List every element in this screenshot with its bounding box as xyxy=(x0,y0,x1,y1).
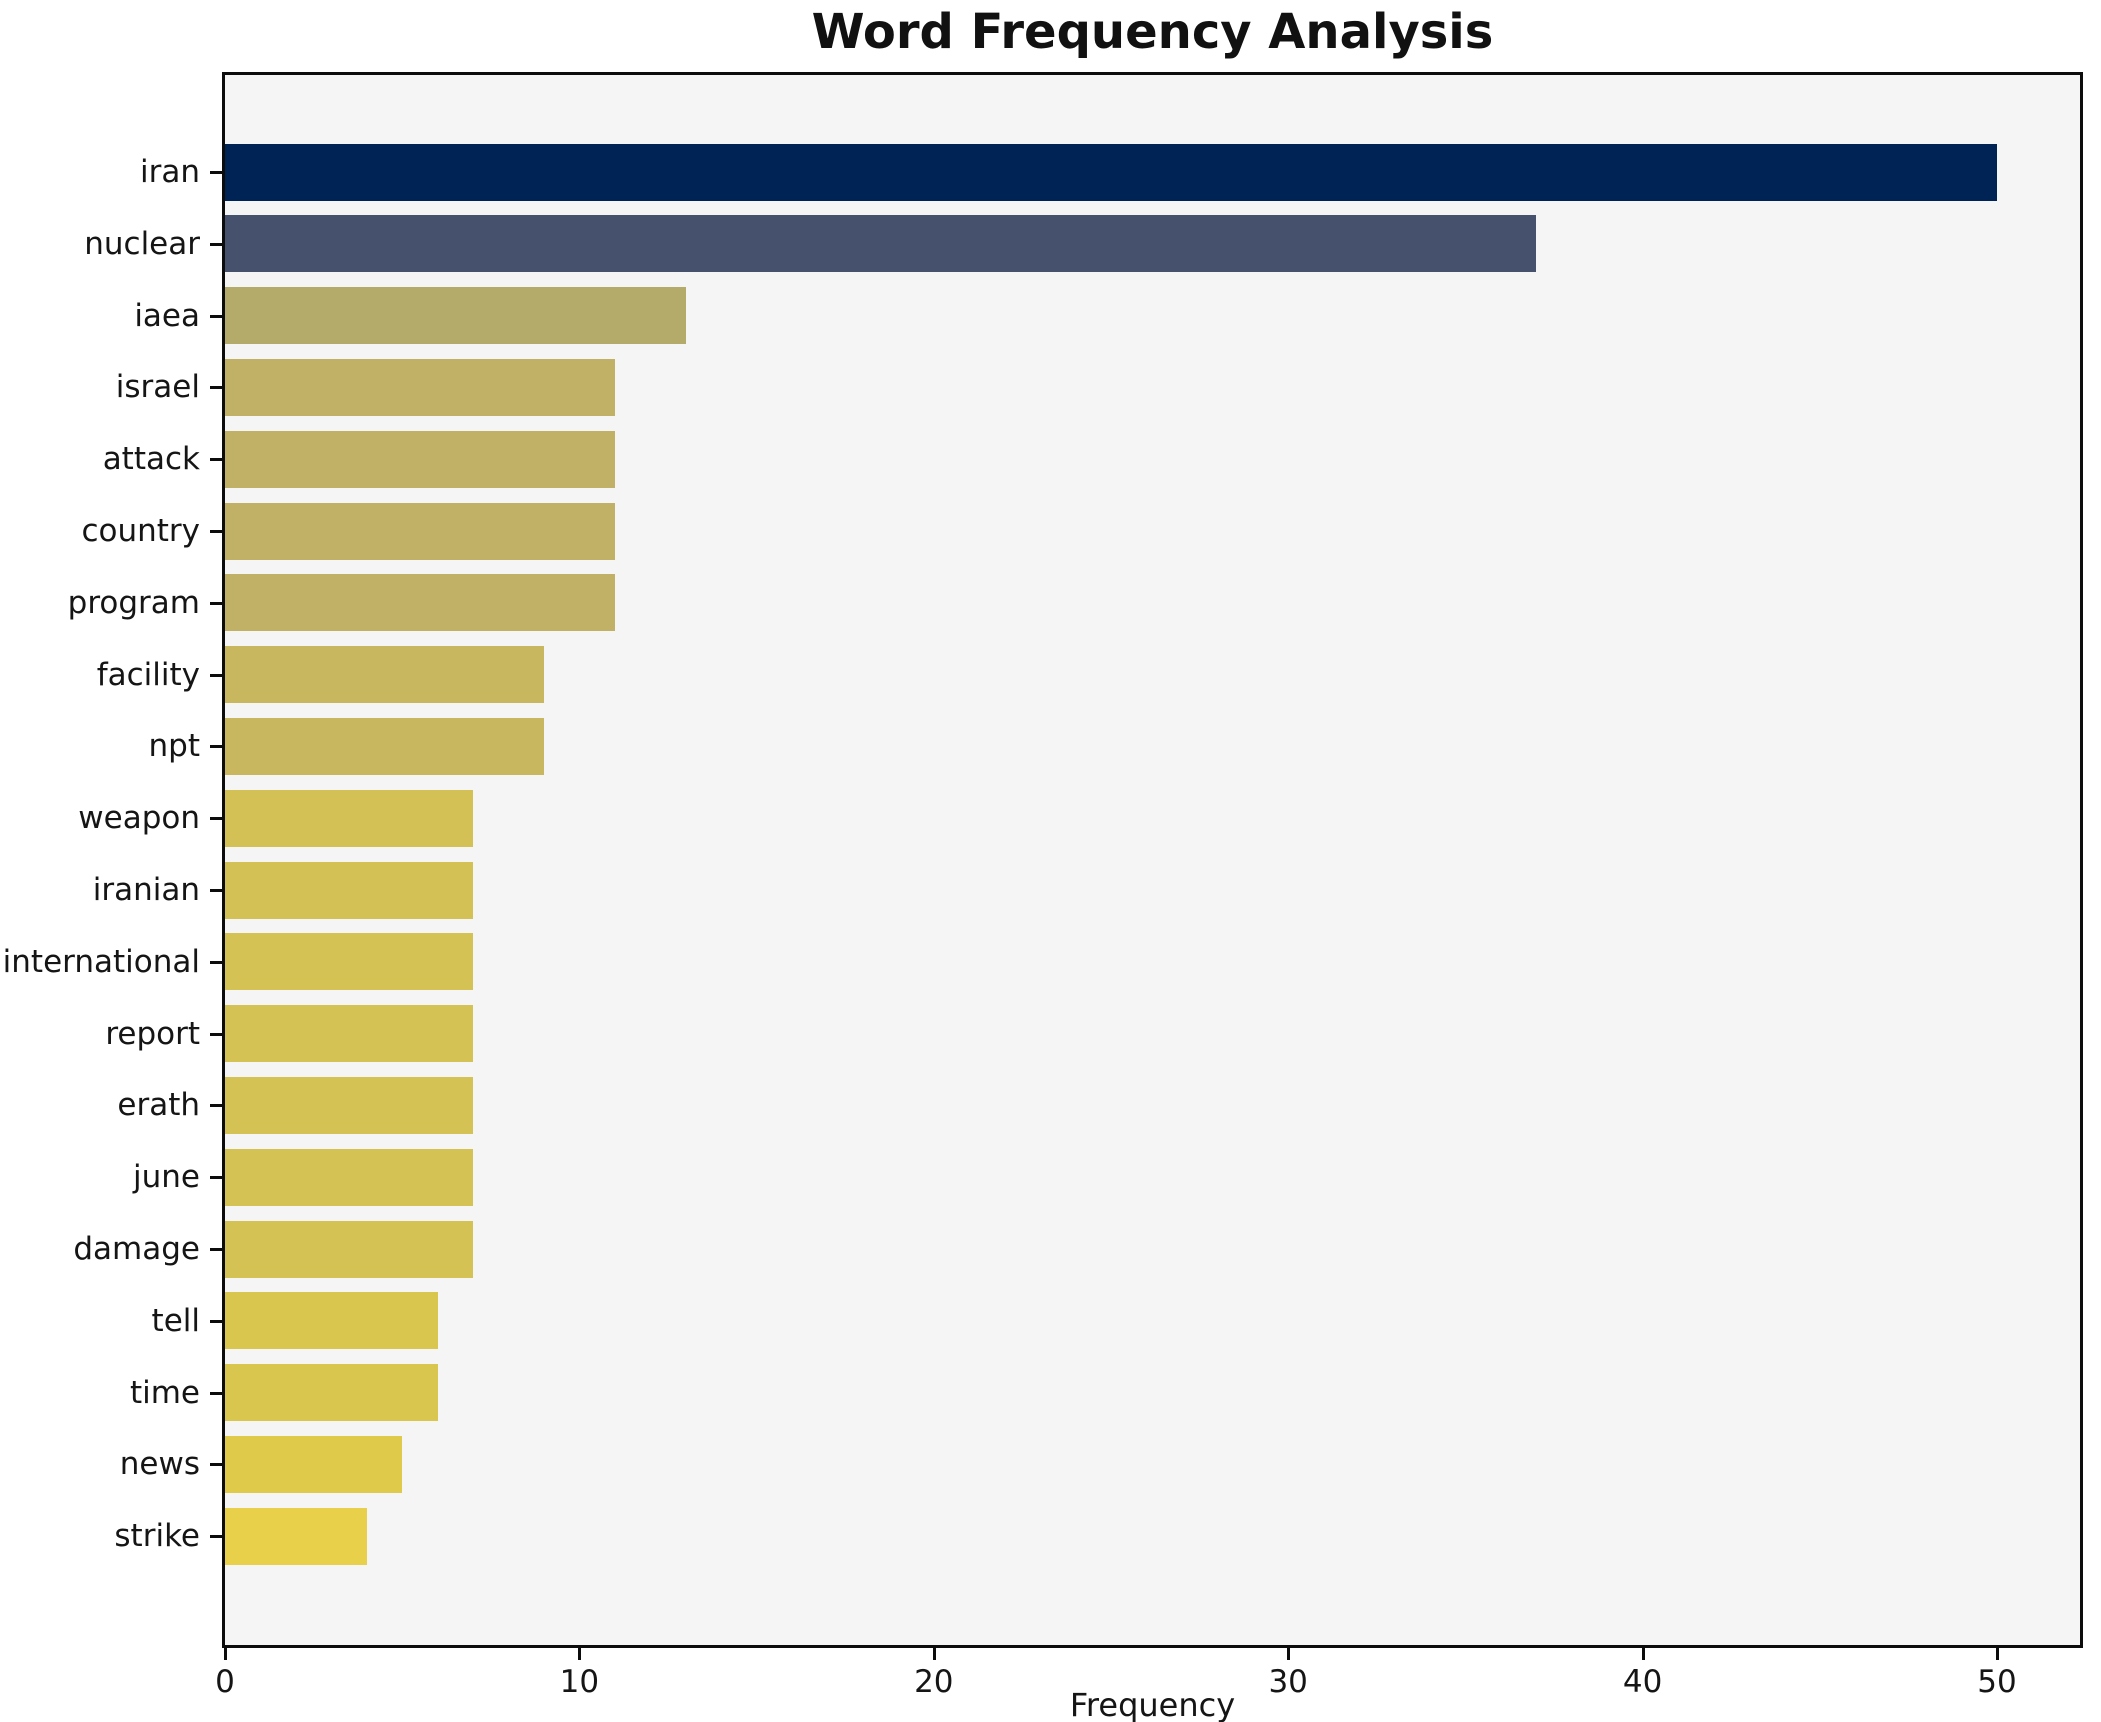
xtick-label-40: 40 xyxy=(1622,1664,1663,1700)
ytick-label-tell: tell xyxy=(151,1302,200,1339)
chart-title: Word Frequency Analysis xyxy=(811,4,1494,60)
xtick-mark-10 xyxy=(578,1648,582,1660)
x-axis-label: Frequency xyxy=(1069,1686,1236,1722)
ytick-label-npt: npt xyxy=(148,728,200,765)
ytick-mark-facility xyxy=(210,673,222,677)
bar-weapon xyxy=(225,789,474,847)
bar-erath xyxy=(225,1076,474,1134)
ytick-label-time: time xyxy=(129,1374,200,1411)
bar-tell xyxy=(225,1292,438,1350)
ytick-mark-report xyxy=(210,1032,222,1036)
bar-news xyxy=(225,1435,403,1493)
ytick-label-erath: erath xyxy=(117,1087,200,1124)
ytick-label-international: international xyxy=(2,943,200,980)
bar-international xyxy=(225,933,474,991)
ytick-label-strike: strike xyxy=(114,1518,200,1555)
ytick-label-news: news xyxy=(119,1446,200,1483)
ytick-label-june: june xyxy=(133,1159,200,1196)
ytick-label-program: program xyxy=(67,584,200,621)
bar-iaea xyxy=(225,287,686,345)
bar-npt xyxy=(225,717,544,775)
bar-country xyxy=(225,502,615,560)
ytick-mark-june xyxy=(210,1176,222,1180)
ytick-mark-iranian xyxy=(210,889,222,892)
xtick-mark-20 xyxy=(932,1648,936,1660)
bar-iran xyxy=(225,143,1997,201)
ytick-mark-strike xyxy=(210,1535,222,1539)
ytick-label-nuclear: nuclear xyxy=(84,225,200,262)
ytick-mark-time xyxy=(210,1391,222,1395)
ytick-mark-news xyxy=(210,1463,222,1467)
ytick-mark-weapon xyxy=(210,817,222,821)
ytick-mark-program xyxy=(210,601,222,605)
ytick-label-iaea: iaea xyxy=(134,297,200,334)
ytick-label-country: country xyxy=(81,513,200,549)
xtick-mark-40 xyxy=(1641,1648,1645,1660)
ytick-mark-npt xyxy=(210,745,222,749)
ytick-label-report: report xyxy=(105,1015,200,1052)
bar-facility xyxy=(225,646,544,704)
bar-damage xyxy=(225,1220,474,1278)
ytick-mark-israel xyxy=(210,386,222,390)
ytick-label-facility: facility xyxy=(96,656,200,693)
bar-israel xyxy=(225,358,615,416)
xtick-mark-30 xyxy=(1287,1648,1291,1660)
ytick-mark-tell xyxy=(210,1319,222,1323)
bar-iranian xyxy=(225,861,474,919)
ytick-mark-attack xyxy=(210,458,222,462)
ytick-label-weapon: weapon xyxy=(78,800,200,837)
ytick-mark-erath xyxy=(210,1104,222,1108)
bar-program xyxy=(225,574,615,632)
ytick-mark-international xyxy=(210,960,222,964)
xtick-label-50: 50 xyxy=(1977,1664,2017,1700)
xtick-mark-0 xyxy=(224,1648,227,1660)
xtick-mark-50 xyxy=(1996,1648,1999,1660)
ytick-mark-iaea xyxy=(210,314,222,318)
ytick-label-iran: iran xyxy=(139,154,200,190)
bar-nuclear xyxy=(225,215,1537,273)
xtick-label-10: 10 xyxy=(559,1664,600,1700)
ytick-label-iranian: iranian xyxy=(92,872,200,908)
ytick-mark-country xyxy=(210,530,222,533)
ytick-label-damage: damage xyxy=(73,1231,200,1267)
ytick-label-attack: attack xyxy=(102,441,200,478)
bar-june xyxy=(225,1148,474,1206)
ytick-label-israel: israel xyxy=(115,369,200,406)
bar-attack xyxy=(225,430,615,488)
xtick-label-30: 30 xyxy=(1268,1664,1308,1700)
ytick-mark-nuclear xyxy=(210,242,222,246)
xtick-label-20: 20 xyxy=(914,1664,954,1700)
ytick-mark-iran xyxy=(210,171,222,174)
bar-report xyxy=(225,1005,474,1063)
ytick-mark-damage xyxy=(210,1248,222,1251)
bar-time xyxy=(225,1364,438,1422)
bar-strike xyxy=(225,1507,367,1565)
xtick-label-0: 0 xyxy=(215,1664,235,1700)
